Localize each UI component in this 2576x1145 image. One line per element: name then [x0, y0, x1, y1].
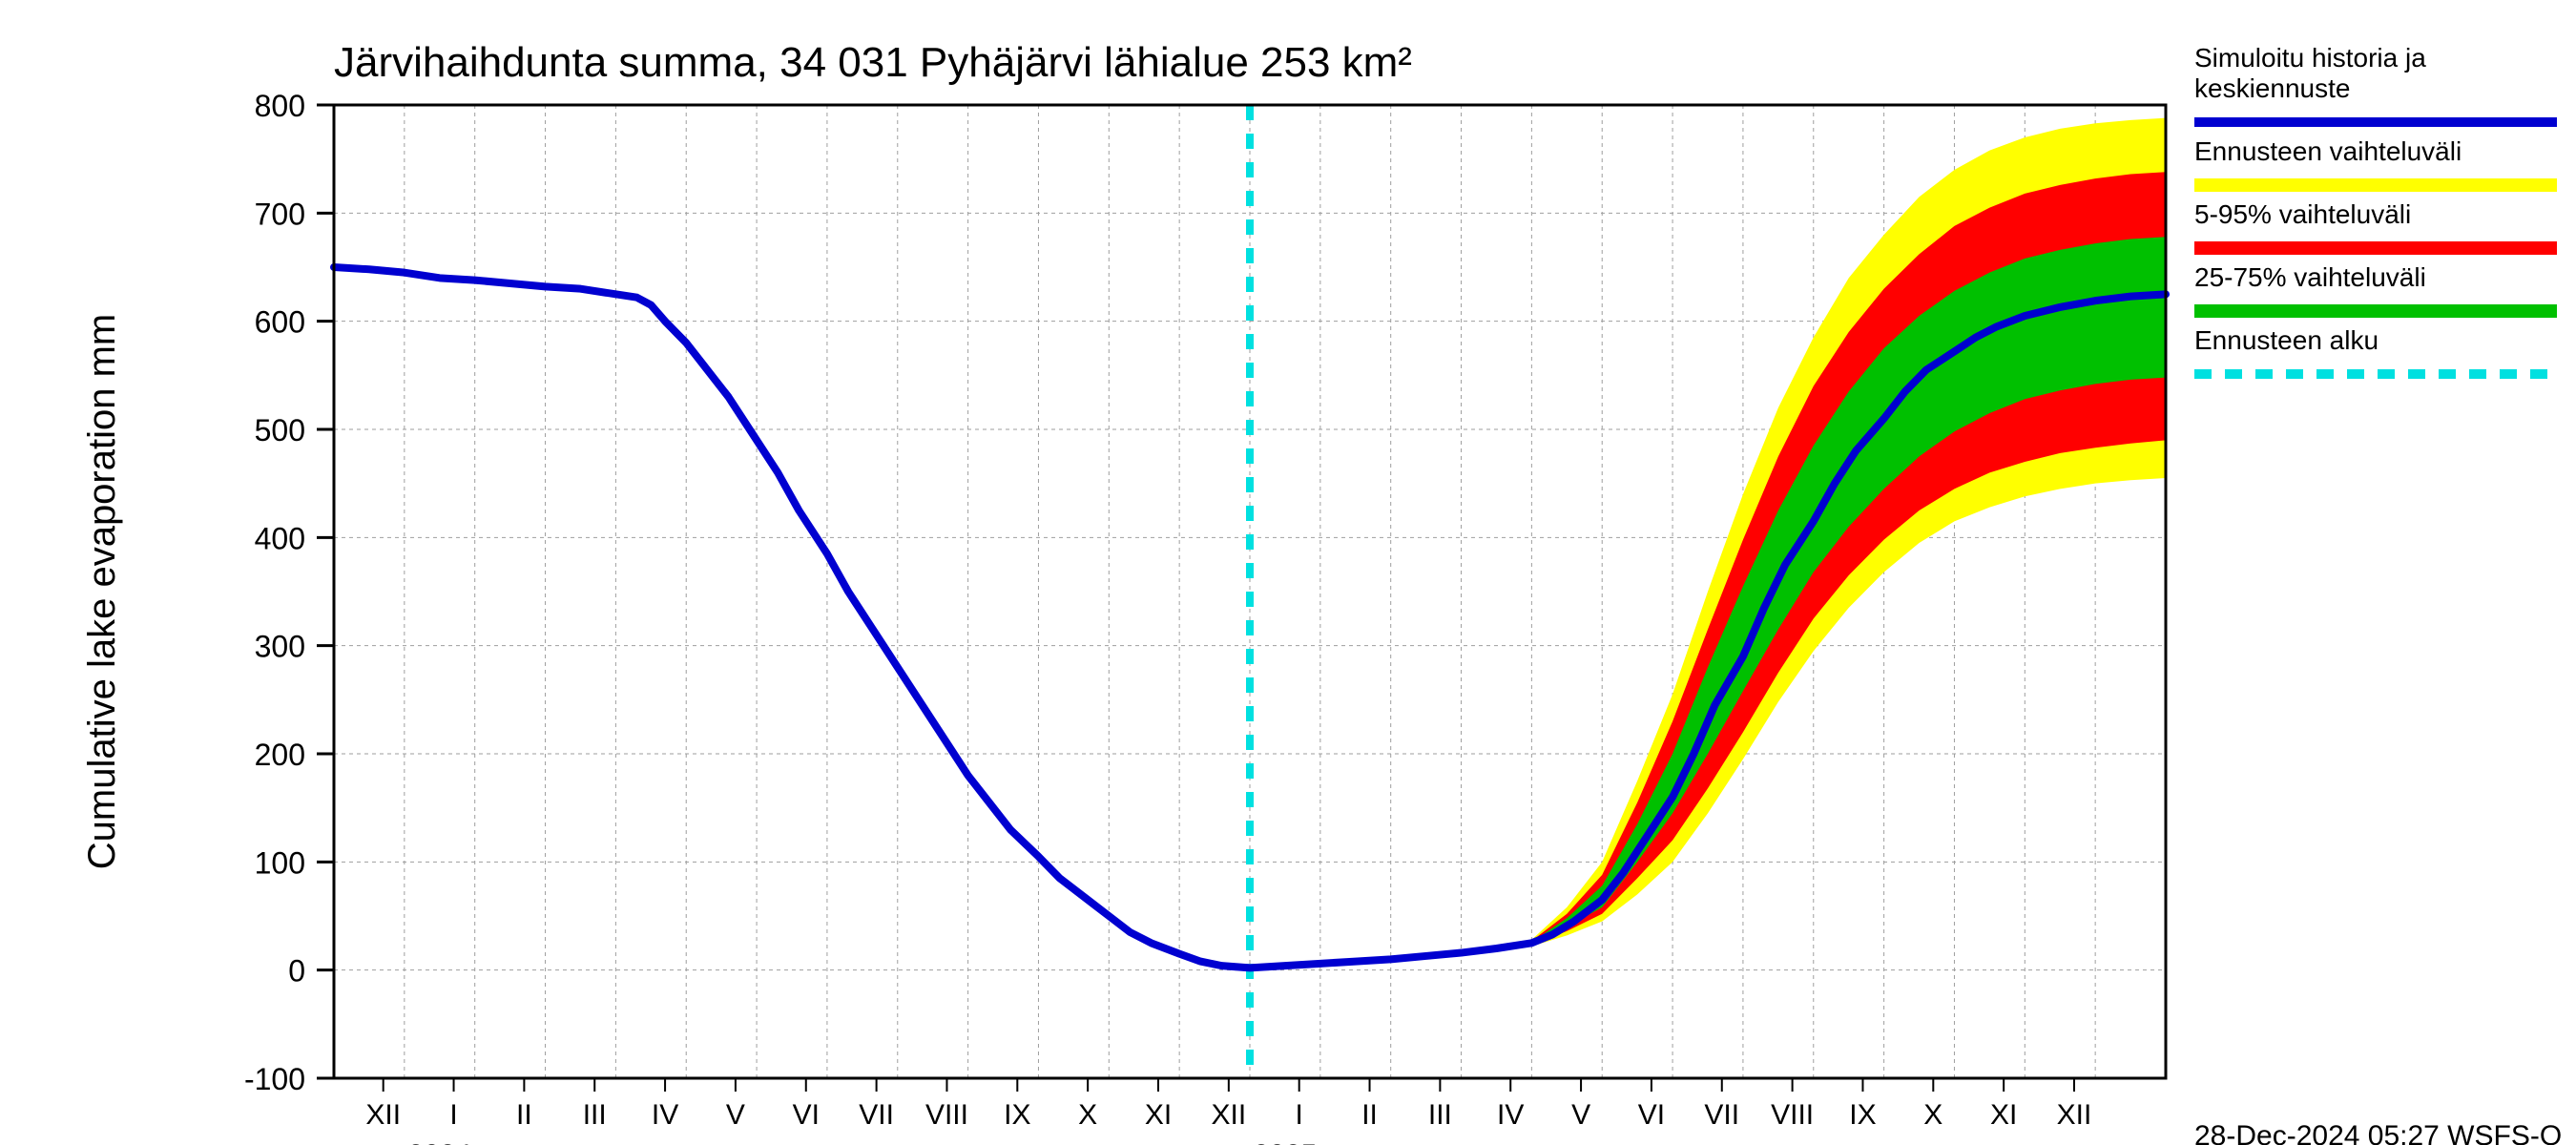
svg-text:600: 600	[255, 305, 305, 340]
svg-text:VI: VI	[793, 1099, 820, 1131]
chart-title: Järvihaihdunta summa, 34 031 Pyhäjärvi l…	[334, 39, 1412, 86]
svg-text:0: 0	[288, 954, 305, 989]
svg-text:XI: XI	[1990, 1099, 2017, 1131]
svg-text:5-95% vaihteluväli: 5-95% vaihteluväli	[2194, 199, 2411, 229]
svg-text:2024: 2024	[407, 1139, 471, 1145]
svg-text:500: 500	[255, 413, 305, 448]
svg-text:XII: XII	[1212, 1099, 1247, 1131]
svg-text:VIII: VIII	[925, 1099, 968, 1131]
svg-text:VI: VI	[1638, 1099, 1665, 1131]
svg-text:2025: 2025	[1254, 1139, 1318, 1145]
svg-text:VIII: VIII	[1771, 1099, 1814, 1131]
svg-text:Ennusteen alku: Ennusteen alku	[2194, 325, 2379, 355]
svg-text:800: 800	[255, 89, 305, 123]
svg-text:V: V	[726, 1099, 745, 1131]
svg-text:I: I	[449, 1099, 457, 1131]
footer-timestamp: 28-Dec-2024 05:27 WSFS-O	[2194, 1120, 2562, 1145]
svg-text:XII: XII	[2057, 1099, 2092, 1131]
legend: Simuloitu historia jakeskiennuste Ennuste…	[2194, 43, 2557, 374]
svg-text:100: 100	[255, 845, 305, 880]
svg-text:Ennusteen vaihteluväli: Ennusteen vaihteluväli	[2194, 136, 2462, 166]
svg-text:25-75% vaihteluväli: 25-75% vaihteluväli	[2194, 262, 2426, 292]
svg-text:Simuloitu historia ja: Simuloitu historia ja	[2194, 43, 2426, 73]
lake-evaporation-chart: -1000100200300400500600700800 XIIIIIIIII…	[0, 0, 2576, 1145]
svg-text:XII: XII	[365, 1099, 401, 1131]
svg-text:VII: VII	[859, 1099, 894, 1131]
svg-text:II: II	[1361, 1099, 1378, 1131]
svg-text:II: II	[516, 1099, 532, 1131]
svg-text:VII: VII	[1704, 1099, 1739, 1131]
y-axis-title: Cumulative lake evaporation mm	[81, 314, 123, 869]
x-axis-ticks: XIIIIIIIIIVVVIVIIVIIIIXXXIXIIIIIIIIIVVVI…	[365, 1078, 2091, 1131]
y-axis-ticks: -100 0 100 200 300 400 500 600 700 800	[244, 89, 334, 1096]
svg-text:V: V	[1571, 1099, 1590, 1131]
svg-text:200: 200	[255, 738, 305, 772]
svg-text:X: X	[1923, 1099, 1942, 1131]
svg-text:IX: IX	[1849, 1099, 1876, 1131]
x-axis-year-labels: 2024 2025	[407, 1139, 1317, 1145]
svg-text:400: 400	[255, 521, 305, 555]
svg-text:700: 700	[255, 197, 305, 231]
svg-text:IX: IX	[1004, 1099, 1030, 1131]
svg-text:keskiennuste: keskiennuste	[2194, 73, 2350, 103]
svg-text:IV: IV	[652, 1099, 678, 1131]
svg-text:I: I	[1296, 1099, 1303, 1131]
svg-text:XI: XI	[1145, 1099, 1172, 1131]
svg-text:X: X	[1078, 1099, 1097, 1131]
svg-text:-100: -100	[244, 1062, 305, 1096]
svg-text:IV: IV	[1497, 1099, 1524, 1131]
svg-text:III: III	[583, 1099, 607, 1131]
svg-text:300: 300	[255, 630, 305, 664]
svg-text:III: III	[1428, 1099, 1452, 1131]
